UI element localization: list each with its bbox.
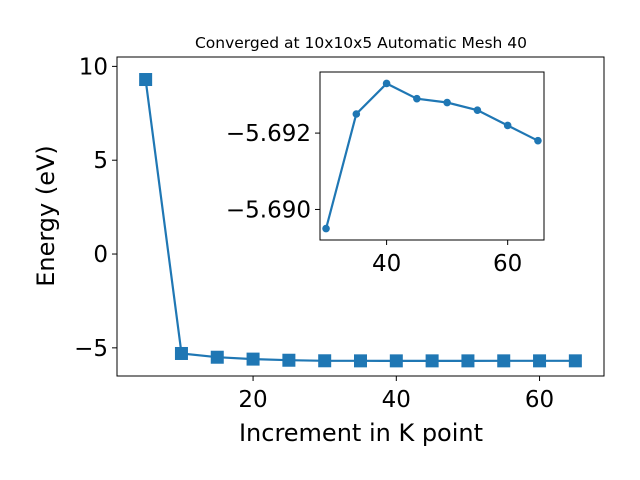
inset-y-ticks: −5.692 −5.690 [226, 121, 320, 223]
inset-background [320, 72, 544, 240]
inset-data-point [352, 110, 361, 118]
main-x-axis-label: Increment in K point [239, 419, 483, 447]
main-x-ticks: 20 40 60 [238, 376, 554, 413]
main-data-point [139, 73, 153, 87]
inset-x-tick-label: 60 [493, 251, 522, 277]
main-data-point [533, 354, 547, 368]
main-chart-title: Converged at 10x10x5 Automatic Mesh 40 [195, 34, 527, 52]
main-data-point [246, 352, 260, 366]
main-x-tick-label: 40 [382, 387, 411, 413]
inset-chart: 40 60 −5.692 −5.690 [226, 71, 545, 277]
main-data-point [318, 354, 332, 368]
inset-axes-frame [319, 71, 545, 241]
inset-data-point [413, 94, 421, 103]
main-y-axis-label: Energy (eV) [32, 145, 60, 287]
inset-data-point [534, 136, 542, 145]
main-chart: Converged at 10x10x5 Automatic Mesh 40 2… [32, 34, 605, 447]
main-y-tick-label: 0 [93, 242, 108, 268]
inset-data-point [503, 121, 512, 130]
main-x-tick-label: 20 [238, 387, 267, 413]
main-data-point [354, 354, 367, 368]
main-data-point [210, 350, 224, 364]
main-axes-frame [116, 56, 605, 377]
main-y-tick-label: 5 [93, 148, 108, 174]
inset-x-ticks: 40 60 [372, 240, 522, 277]
main-data-point [282, 353, 296, 367]
main-data-point [174, 346, 188, 360]
main-y-ticks: −5 0 5 10 [74, 54, 117, 362]
inset-data-point [443, 98, 451, 107]
main-y-tick-label: −5 [74, 336, 108, 362]
inset-y-tick-label: −5.692 [226, 121, 311, 147]
main-series-markers [139, 73, 582, 368]
main-data-point [389, 354, 403, 368]
inset-series-markers [322, 79, 542, 233]
inset-data-point [322, 224, 330, 233]
inset-series-line [325, 82, 539, 229]
inset-data-point [382, 79, 391, 88]
main-data-point [461, 354, 475, 368]
inset-data-point [473, 106, 482, 114]
inset-x-tick-label: 40 [372, 251, 401, 277]
main-y-tick-label: 10 [79, 54, 108, 80]
inset-y-tick-label: −5.690 [226, 197, 311, 223]
main-data-point [425, 354, 439, 368]
main-data-point [497, 354, 511, 368]
main-x-tick-label: 60 [525, 387, 554, 413]
main-data-point [568, 354, 582, 368]
